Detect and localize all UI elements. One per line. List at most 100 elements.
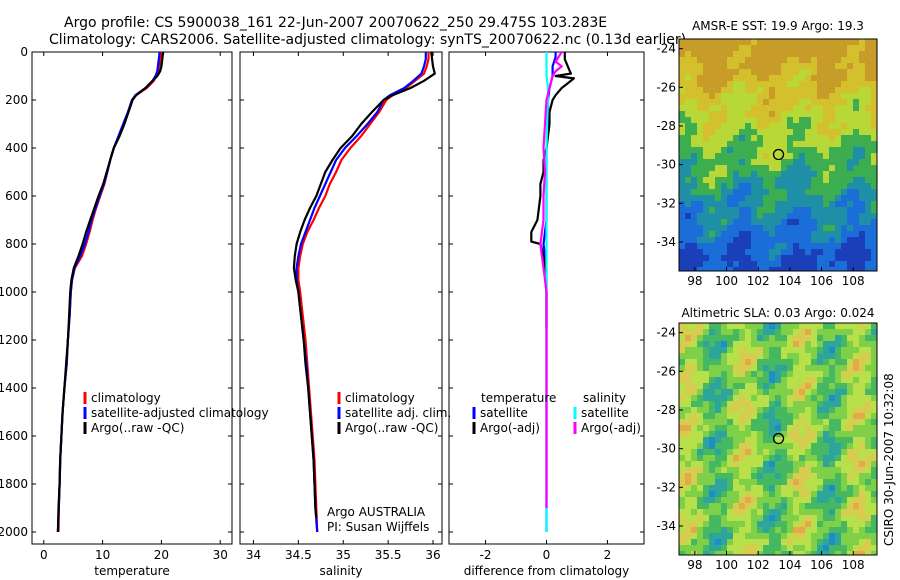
map-cell [733,63,739,69]
map-cell [817,39,823,45]
map-cell [865,539,871,545]
map-cell [799,75,805,81]
map-cell [679,81,685,87]
map-cell [871,135,877,141]
map-cell [727,389,733,395]
map-cell [709,75,715,81]
map-cell [787,383,793,389]
map-cell [727,545,733,551]
map-cell [793,81,799,87]
map-cell [757,437,763,443]
map-cell [865,39,871,45]
map-cell [793,225,799,231]
map-cell [739,261,745,267]
map-cell [763,449,769,455]
map-cell [805,69,811,75]
map-cell [721,93,727,99]
map-cell [751,509,757,515]
map-cell [835,159,841,165]
map-cell [787,81,793,87]
map-cell [871,177,877,183]
map-cell [859,347,865,353]
map-cell [847,57,853,63]
map-cell [799,243,805,249]
map-cell [703,389,709,395]
map-cell [691,189,697,195]
map-cell [865,395,871,401]
map-cell [799,267,805,271]
map-cell [703,255,709,261]
map-cell [793,437,799,443]
map-cell [871,545,877,551]
map-cell [805,527,811,533]
map-cell [703,443,709,449]
map-cell [805,207,811,213]
map-cell [847,81,853,87]
map-cell [859,467,865,473]
map-cell [757,545,763,551]
map-cell [793,527,799,533]
map-cell [823,147,829,153]
map-cell [691,111,697,117]
map-cell [697,189,703,195]
map-cell [787,171,793,177]
map-cell [685,219,691,225]
map-cell [733,201,739,207]
map-cell [757,509,763,515]
map-cell [709,237,715,243]
map-cell [769,249,775,255]
map-cell [811,177,817,183]
map-cell [781,147,787,153]
map-cell [757,267,763,271]
map-cell [745,213,751,219]
map-cell [679,105,685,111]
map-cell [727,347,733,353]
map-cell [829,141,835,147]
map-cell [835,105,841,111]
map-cell [709,87,715,93]
map-cell [829,213,835,219]
difference-series-group [530,51,576,532]
map-cell [847,195,853,201]
map-cell [787,335,793,341]
map-cell [739,461,745,467]
map-cell [847,51,853,57]
map-cell [763,527,769,533]
map-cell [691,467,697,473]
map-cell [733,449,739,455]
map-cell [865,243,871,249]
map-cell [781,395,787,401]
map-cell [805,159,811,165]
map-cell [721,485,727,491]
map-cell [721,515,727,521]
map-cell [745,461,751,467]
map-cell [769,171,775,177]
map-cell [871,425,877,431]
map-cell [847,527,853,533]
map-cell [727,183,733,189]
map-cell [679,147,685,153]
map-cell [817,261,823,267]
map-cell [799,449,805,455]
map-cell [793,479,799,485]
map-cell [697,359,703,365]
map-cell [751,341,757,347]
map-cell [763,45,769,51]
map-cell [709,39,715,45]
map-cell [715,153,721,159]
map-cell [811,249,817,255]
map-cell [739,353,745,359]
map-cell [817,111,823,117]
map-cell [853,165,859,171]
map-cell [715,243,721,249]
map-cell [799,153,805,159]
map-cell [793,267,799,271]
map-cell [769,377,775,383]
map-cell [811,455,817,461]
map-cell [775,551,781,555]
map-cell [787,359,793,365]
map-cell [871,359,877,365]
map-cell [757,473,763,479]
map-cell [805,117,811,123]
